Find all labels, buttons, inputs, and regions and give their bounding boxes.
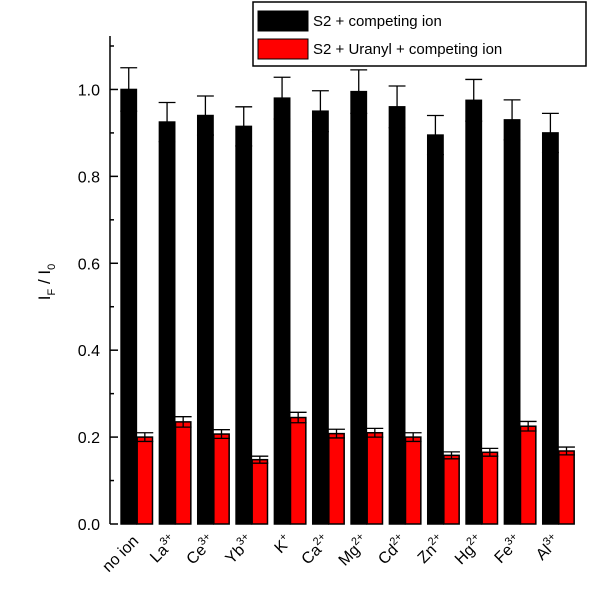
bar-s2 — [311, 110, 329, 525]
bar-s2-uranyl — [443, 454, 460, 525]
x-labels: no ion La3+Ce3+Yb3+ K+Ca2+Mg2+Cd2+Zn2+Hg2+… — [99, 531, 564, 576]
y-ticks: 0.0 0.2 0.4 0.6 0.8 1.0 — [78, 45, 118, 534]
x-category-label: Zn2+ — [413, 531, 449, 567]
bar-s2 — [196, 114, 214, 525]
x-category-label: Fe3+ — [489, 531, 525, 567]
y-axis-title-sub2: 0 — [46, 264, 58, 270]
bar-s2 — [273, 97, 291, 525]
bar-s2 — [426, 134, 444, 525]
x-category-label: Ca2+ — [296, 531, 333, 568]
bar-s2-uranyl — [366, 431, 384, 525]
x-category-label: Mg2+ — [334, 531, 373, 570]
legend-swatch-s2-uranyl — [257, 38, 309, 60]
x-category-label: Al3+ — [531, 531, 564, 564]
y-axis-title-sep: / I — [35, 270, 54, 289]
bar-s2 — [350, 90, 368, 525]
x-category-label: Ce3+ — [181, 531, 218, 568]
bar-s2-uranyl — [328, 432, 345, 525]
y-tick-label: 1.0 — [78, 82, 100, 99]
bar-s2 — [388, 106, 406, 525]
x-category-label: Yb3+ — [220, 531, 257, 568]
x-category-label: K+ — [269, 531, 295, 557]
bar-s2 — [235, 125, 253, 525]
bar-s2 — [465, 99, 483, 525]
legend: S2 + competing ion S2 + Uranyl + competi… — [252, 1, 587, 67]
y-axis-title-main: I — [35, 296, 54, 301]
x-category-label: Hg2+ — [450, 531, 487, 568]
bar-s2-uranyl — [519, 425, 537, 525]
bar-s2-uranyl — [213, 433, 230, 525]
legend-label-s2-uranyl: S2 + Uranyl + competing ion — [313, 41, 502, 58]
bar-s2-uranyl — [289, 416, 307, 525]
x-category-base: no ion — [99, 533, 142, 576]
y-tick-label: 0.2 — [78, 430, 100, 447]
bar-s2-uranyl — [136, 436, 154, 525]
plot-area — [120, 67, 575, 525]
legend-swatch-s2 — [257, 10, 309, 32]
bar-s2-uranyl — [481, 451, 499, 525]
x-category-label: no ion — [99, 533, 142, 576]
x-category-label: La3+ — [145, 531, 181, 567]
y-tick-label: 0.4 — [78, 343, 100, 360]
x-category-label: Cd2+ — [373, 531, 410, 568]
bar-s2 — [541, 132, 559, 525]
bar-s2-uranyl — [174, 421, 192, 525]
bar-s2-uranyl — [251, 458, 269, 525]
y-tick-label: 0.6 — [78, 256, 100, 273]
bar-s2 — [503, 119, 521, 525]
bar-s2 — [120, 88, 138, 525]
y-axis-title: IF / I0 — [35, 264, 58, 301]
bar-s2-uranyl — [558, 450, 575, 525]
bar-s2 — [158, 121, 176, 525]
legend-label-s2: S2 + competing ion — [313, 13, 442, 30]
y-tick-label: 0.8 — [78, 169, 100, 186]
y-axis-title-sub1: F — [46, 289, 58, 296]
bar-s2-uranyl — [404, 436, 422, 525]
y-tick-label: 0.0 — [78, 517, 100, 534]
